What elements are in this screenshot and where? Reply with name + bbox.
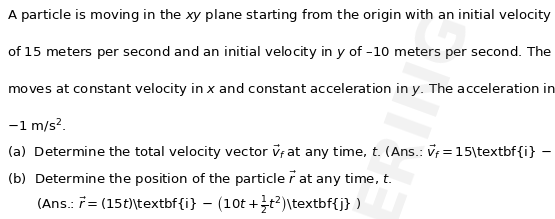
Text: moves at constant velocity in $x$ and constant acceleration in $y$. The accelera: moves at constant velocity in $x$ and co… (7, 81, 555, 98)
Text: (a)  Determine the total velocity vector $\vec{v}_f$ at any time, $t$. (Ans.: $\: (a) Determine the total velocity vector … (7, 143, 555, 162)
Text: (b)  Determine the position of the particle $\vec{r}$ at any time, $t$.: (b) Determine the position of the partic… (7, 170, 392, 189)
Text: (Ans.: $\vec{r} = (15t)$\textbf{i} $-$ $\left(10t + \frac{1}{2}t^2\right)$\textb: (Ans.: $\vec{r} = (15t)$\textbf{i} $-$ $… (7, 194, 361, 215)
Text: $-1$ m/s$^2$.: $-1$ m/s$^2$. (7, 117, 66, 135)
Text: of 15 meters per second and an initial velocity in $y$ of –10 meters per second.: of 15 meters per second and an initial v… (7, 44, 555, 61)
Text: A particle is moving in the $xy$ plane starting from the origin with an initial : A particle is moving in the $xy$ plane s… (7, 7, 555, 24)
Text: EERING: EERING (331, 0, 480, 219)
Text: What is the position of the particle after 5 seconds? (Ans.: $r$ = 97.63 m, $\th: What is the position of the particle aft… (7, 217, 555, 219)
